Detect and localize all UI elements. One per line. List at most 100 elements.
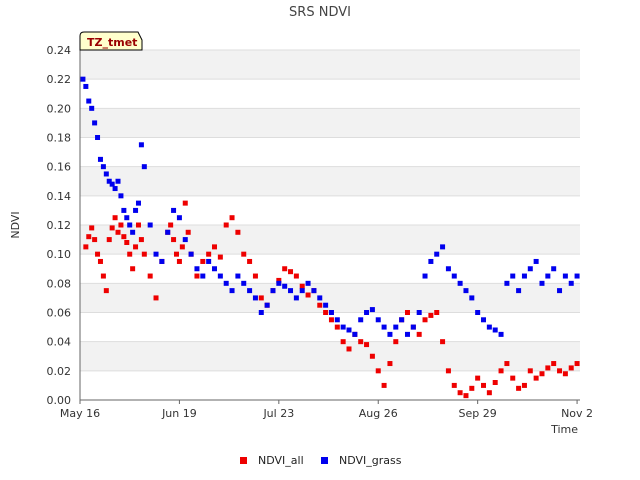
- legend-swatch-ndvi-all: [240, 457, 247, 464]
- data-point-ndvi-grass: [235, 273, 241, 279]
- data-point-ndvi-all: [95, 251, 101, 257]
- legend-item-ndvi-all[interactable]: NDVI_all: [240, 454, 304, 467]
- data-point-ndvi-all: [86, 234, 92, 240]
- data-point-ndvi-grass: [130, 229, 136, 235]
- badge-shape: [79, 31, 143, 51]
- data-point-ndvi-grass: [147, 222, 153, 228]
- data-point-ndvi-all: [545, 365, 551, 371]
- data-point-ndvi-grass: [428, 258, 434, 264]
- data-point-ndvi-all: [106, 237, 112, 243]
- plot-band: [80, 312, 580, 342]
- data-point-ndvi-grass: [264, 302, 270, 308]
- data-point-ndvi-grass: [153, 251, 159, 257]
- y-axis-label: NDVI: [9, 211, 22, 238]
- data-point-ndvi-all: [282, 266, 288, 272]
- data-point-ndvi-grass: [80, 76, 86, 82]
- data-point-ndvi-grass: [141, 164, 147, 170]
- y-tick-label: 0.02: [47, 365, 72, 378]
- x-tick-label: Jul 23: [262, 407, 294, 420]
- data-point-ndvi-all: [293, 273, 299, 279]
- data-point-ndvi-grass: [95, 135, 101, 140]
- plot-band: [80, 370, 580, 400]
- data-point-ndvi-all: [498, 368, 504, 374]
- data-point-ndvi-all: [299, 283, 305, 289]
- data-point-ndvi-all: [109, 225, 115, 231]
- data-point-ndvi-grass: [206, 258, 212, 264]
- data-point-ndvi-grass: [346, 327, 352, 333]
- data-point-ndvi-grass: [118, 193, 124, 199]
- x-tick-label: May 16: [60, 407, 100, 420]
- data-point-ndvi-grass: [381, 324, 387, 330]
- legend: NDVI_all NDVI_grass: [240, 454, 402, 467]
- y-tick-label: 0.20: [47, 102, 72, 115]
- data-point-ndvi-all: [241, 251, 247, 257]
- data-point-ndvi-all: [469, 385, 475, 391]
- data-point-ndvi-grass: [457, 280, 463, 286]
- legend-item-ndvi-grass[interactable]: NDVI_grass: [321, 454, 402, 467]
- data-point-ndvi-all: [334, 324, 340, 330]
- data-point-ndvi-all: [97, 258, 103, 264]
- data-point-ndvi-all: [451, 382, 457, 388]
- data-point-ndvi-grass: [112, 186, 118, 192]
- data-point-ndvi-grass: [551, 266, 557, 272]
- data-point-ndvi-all: [138, 237, 144, 243]
- plot-band: [80, 166, 580, 196]
- data-point-ndvi-grass: [557, 288, 563, 294]
- data-point-ndvi-all: [323, 310, 329, 315]
- data-point-ndvi-grass: [217, 273, 223, 279]
- data-point-ndvi-grass: [369, 307, 375, 313]
- data-point-ndvi-all: [173, 251, 179, 257]
- data-point-ndvi-all: [516, 385, 522, 391]
- plot-bands: [80, 50, 580, 400]
- tz-badge: TZ_tmet: [79, 31, 143, 51]
- data-point-ndvi-grass: [165, 229, 171, 235]
- data-point-ndvi-all: [153, 295, 159, 301]
- data-point-ndvi-grass: [159, 258, 165, 264]
- data-point-ndvi-all: [422, 317, 428, 323]
- plot-band: [80, 50, 580, 80]
- data-point-ndvi-grass: [188, 251, 194, 257]
- data-point-ndvi-all: [212, 244, 218, 250]
- data-point-ndvi-grass: [516, 288, 522, 294]
- data-point-ndvi-grass: [404, 331, 410, 337]
- data-point-ndvi-all: [475, 375, 481, 381]
- data-point-ndvi-grass: [103, 171, 109, 177]
- data-point-ndvi-all: [103, 288, 109, 294]
- plot-band: [80, 108, 580, 138]
- y-tick-label: 0.14: [47, 190, 72, 203]
- data-point-ndvi-all: [83, 244, 89, 250]
- y-tick-label: 0.22: [47, 73, 72, 86]
- data-point-ndvi-grass: [445, 266, 451, 272]
- data-point-ndvi-grass: [299, 288, 305, 294]
- data-points: [80, 76, 580, 399]
- data-point-ndvi-grass: [527, 266, 533, 272]
- data-point-ndvi-all: [135, 222, 141, 228]
- data-point-ndvi-grass: [293, 295, 299, 301]
- data-point-ndvi-all: [229, 215, 235, 221]
- badge-label: TZ_tmet: [87, 36, 137, 49]
- data-point-ndvi-all: [457, 390, 463, 396]
- data-point-ndvi-grass: [83, 83, 89, 89]
- data-point-ndvi-grass: [364, 310, 370, 315]
- data-point-ndvi-grass: [539, 280, 545, 286]
- data-point-ndvi-grass: [97, 156, 103, 162]
- y-tick-label: 0.06: [47, 307, 72, 320]
- data-point-ndvi-all: [130, 266, 136, 272]
- data-point-ndvi-all: [445, 368, 451, 374]
- data-point-ndvi-all: [276, 277, 282, 283]
- data-point-ndvi-grass: [340, 324, 346, 330]
- data-point-ndvi-all: [387, 361, 393, 367]
- data-point-ndvi-grass: [323, 302, 329, 308]
- axes: 0.00 0.02 0.04 0.06 0.08 0.10 0.12 0.14 0.16 0.18…: [47, 44, 594, 420]
- data-point-ndvi-grass: [106, 178, 112, 184]
- data-point-ndvi-all: [434, 310, 440, 315]
- data-point-ndvi-all: [185, 229, 191, 235]
- data-point-ndvi-all: [527, 368, 533, 374]
- data-point-ndvi-grass: [469, 295, 475, 301]
- data-point-ndvi-all: [521, 382, 527, 388]
- data-point-ndvi-grass: [247, 288, 253, 294]
- x-tick-label: Sep 29: [459, 407, 497, 420]
- data-point-ndvi-grass: [176, 215, 182, 221]
- data-point-ndvi-all: [358, 339, 364, 345]
- data-point-ndvi-grass: [562, 273, 568, 279]
